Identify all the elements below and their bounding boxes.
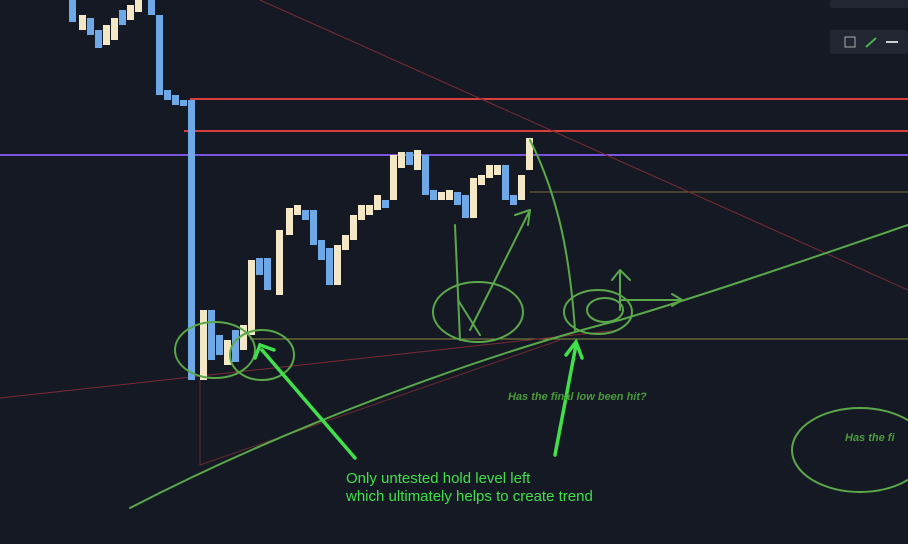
- candle: [398, 152, 405, 168]
- candle: [172, 95, 179, 105]
- candle: [414, 150, 421, 170]
- toolbar: [830, 0, 908, 8]
- candle: [446, 190, 453, 200]
- candle: [87, 18, 94, 35]
- candle: [422, 155, 429, 195]
- candle: [326, 248, 333, 285]
- candle: [462, 195, 469, 218]
- pointer-arrow: [260, 348, 357, 460]
- drawn-circle: [432, 281, 524, 343]
- candle: [294, 205, 301, 215]
- candle: [264, 258, 271, 290]
- candle: [350, 215, 357, 240]
- drawn-trend: [129, 224, 908, 509]
- candle: [358, 205, 365, 220]
- candles: [69, 0, 533, 380]
- candle: [248, 260, 255, 335]
- candle: [430, 190, 437, 200]
- hand-drawing: [129, 139, 908, 509]
- annotation: Has the final low been hit?: [508, 391, 647, 403]
- drawn-arrow: [454, 209, 531, 341]
- candle: [79, 15, 86, 30]
- candle: [438, 192, 445, 200]
- annotation: Only untested hold level left: [346, 470, 531, 487]
- candle: [310, 210, 317, 245]
- candle: [164, 90, 171, 100]
- candle: [180, 100, 187, 106]
- candle: [342, 235, 349, 250]
- candle: [366, 205, 373, 215]
- candle: [286, 208, 293, 235]
- drawn-circle: [229, 329, 295, 381]
- candle: [148, 0, 155, 15]
- candle: [510, 195, 517, 205]
- candle: [318, 240, 325, 260]
- candle: [502, 165, 509, 200]
- candle: [111, 18, 118, 40]
- drawn-circle: [563, 289, 633, 335]
- candle: [406, 152, 413, 165]
- pointer-arrow: [553, 343, 578, 457]
- tool-button[interactable]: [865, 37, 877, 48]
- candle: [302, 210, 309, 220]
- candle: [95, 30, 102, 48]
- trend-line: [0, 329, 621, 399]
- candle: [478, 175, 485, 185]
- candle: [188, 100, 195, 380]
- candle: [103, 25, 110, 45]
- candle: [208, 310, 215, 360]
- drawn-circle: [174, 321, 256, 379]
- candle: [127, 5, 134, 20]
- candle: [276, 230, 283, 295]
- candle: [216, 335, 223, 355]
- candle: [156, 15, 163, 95]
- candle: [240, 325, 247, 350]
- candle: [119, 10, 126, 25]
- candle: [390, 155, 397, 200]
- drawn-arrow: [529, 139, 683, 331]
- candle: [232, 330, 239, 362]
- pointer-arrowhead: [564, 338, 584, 360]
- candle: [454, 192, 461, 205]
- toolbar: [830, 30, 908, 54]
- candle: [224, 340, 231, 365]
- tool-button[interactable]: [844, 36, 856, 48]
- levels: [0, 0, 908, 466]
- candle: [470, 178, 477, 218]
- candle: [374, 195, 381, 210]
- candle: [200, 310, 207, 380]
- drawn-circle: [791, 407, 908, 493]
- trend-line: [199, 339, 561, 466]
- drawn-circle: [586, 297, 624, 323]
- candle: [135, 0, 142, 12]
- candle: [486, 165, 493, 178]
- candle: [518, 175, 525, 200]
- annotation: which ultimately helps to create trend: [345, 488, 593, 505]
- trend-line: [259, 0, 908, 291]
- candle: [494, 165, 501, 175]
- candle: [334, 245, 341, 285]
- candle: [526, 138, 533, 170]
- candle: [256, 258, 263, 275]
- annotation: Has the fi: [845, 432, 895, 444]
- pointer-arrowhead: [253, 342, 276, 360]
- candle: [69, 0, 76, 22]
- candle: [382, 200, 389, 208]
- drawing-toolbar[interactable]: [830, 0, 908, 54]
